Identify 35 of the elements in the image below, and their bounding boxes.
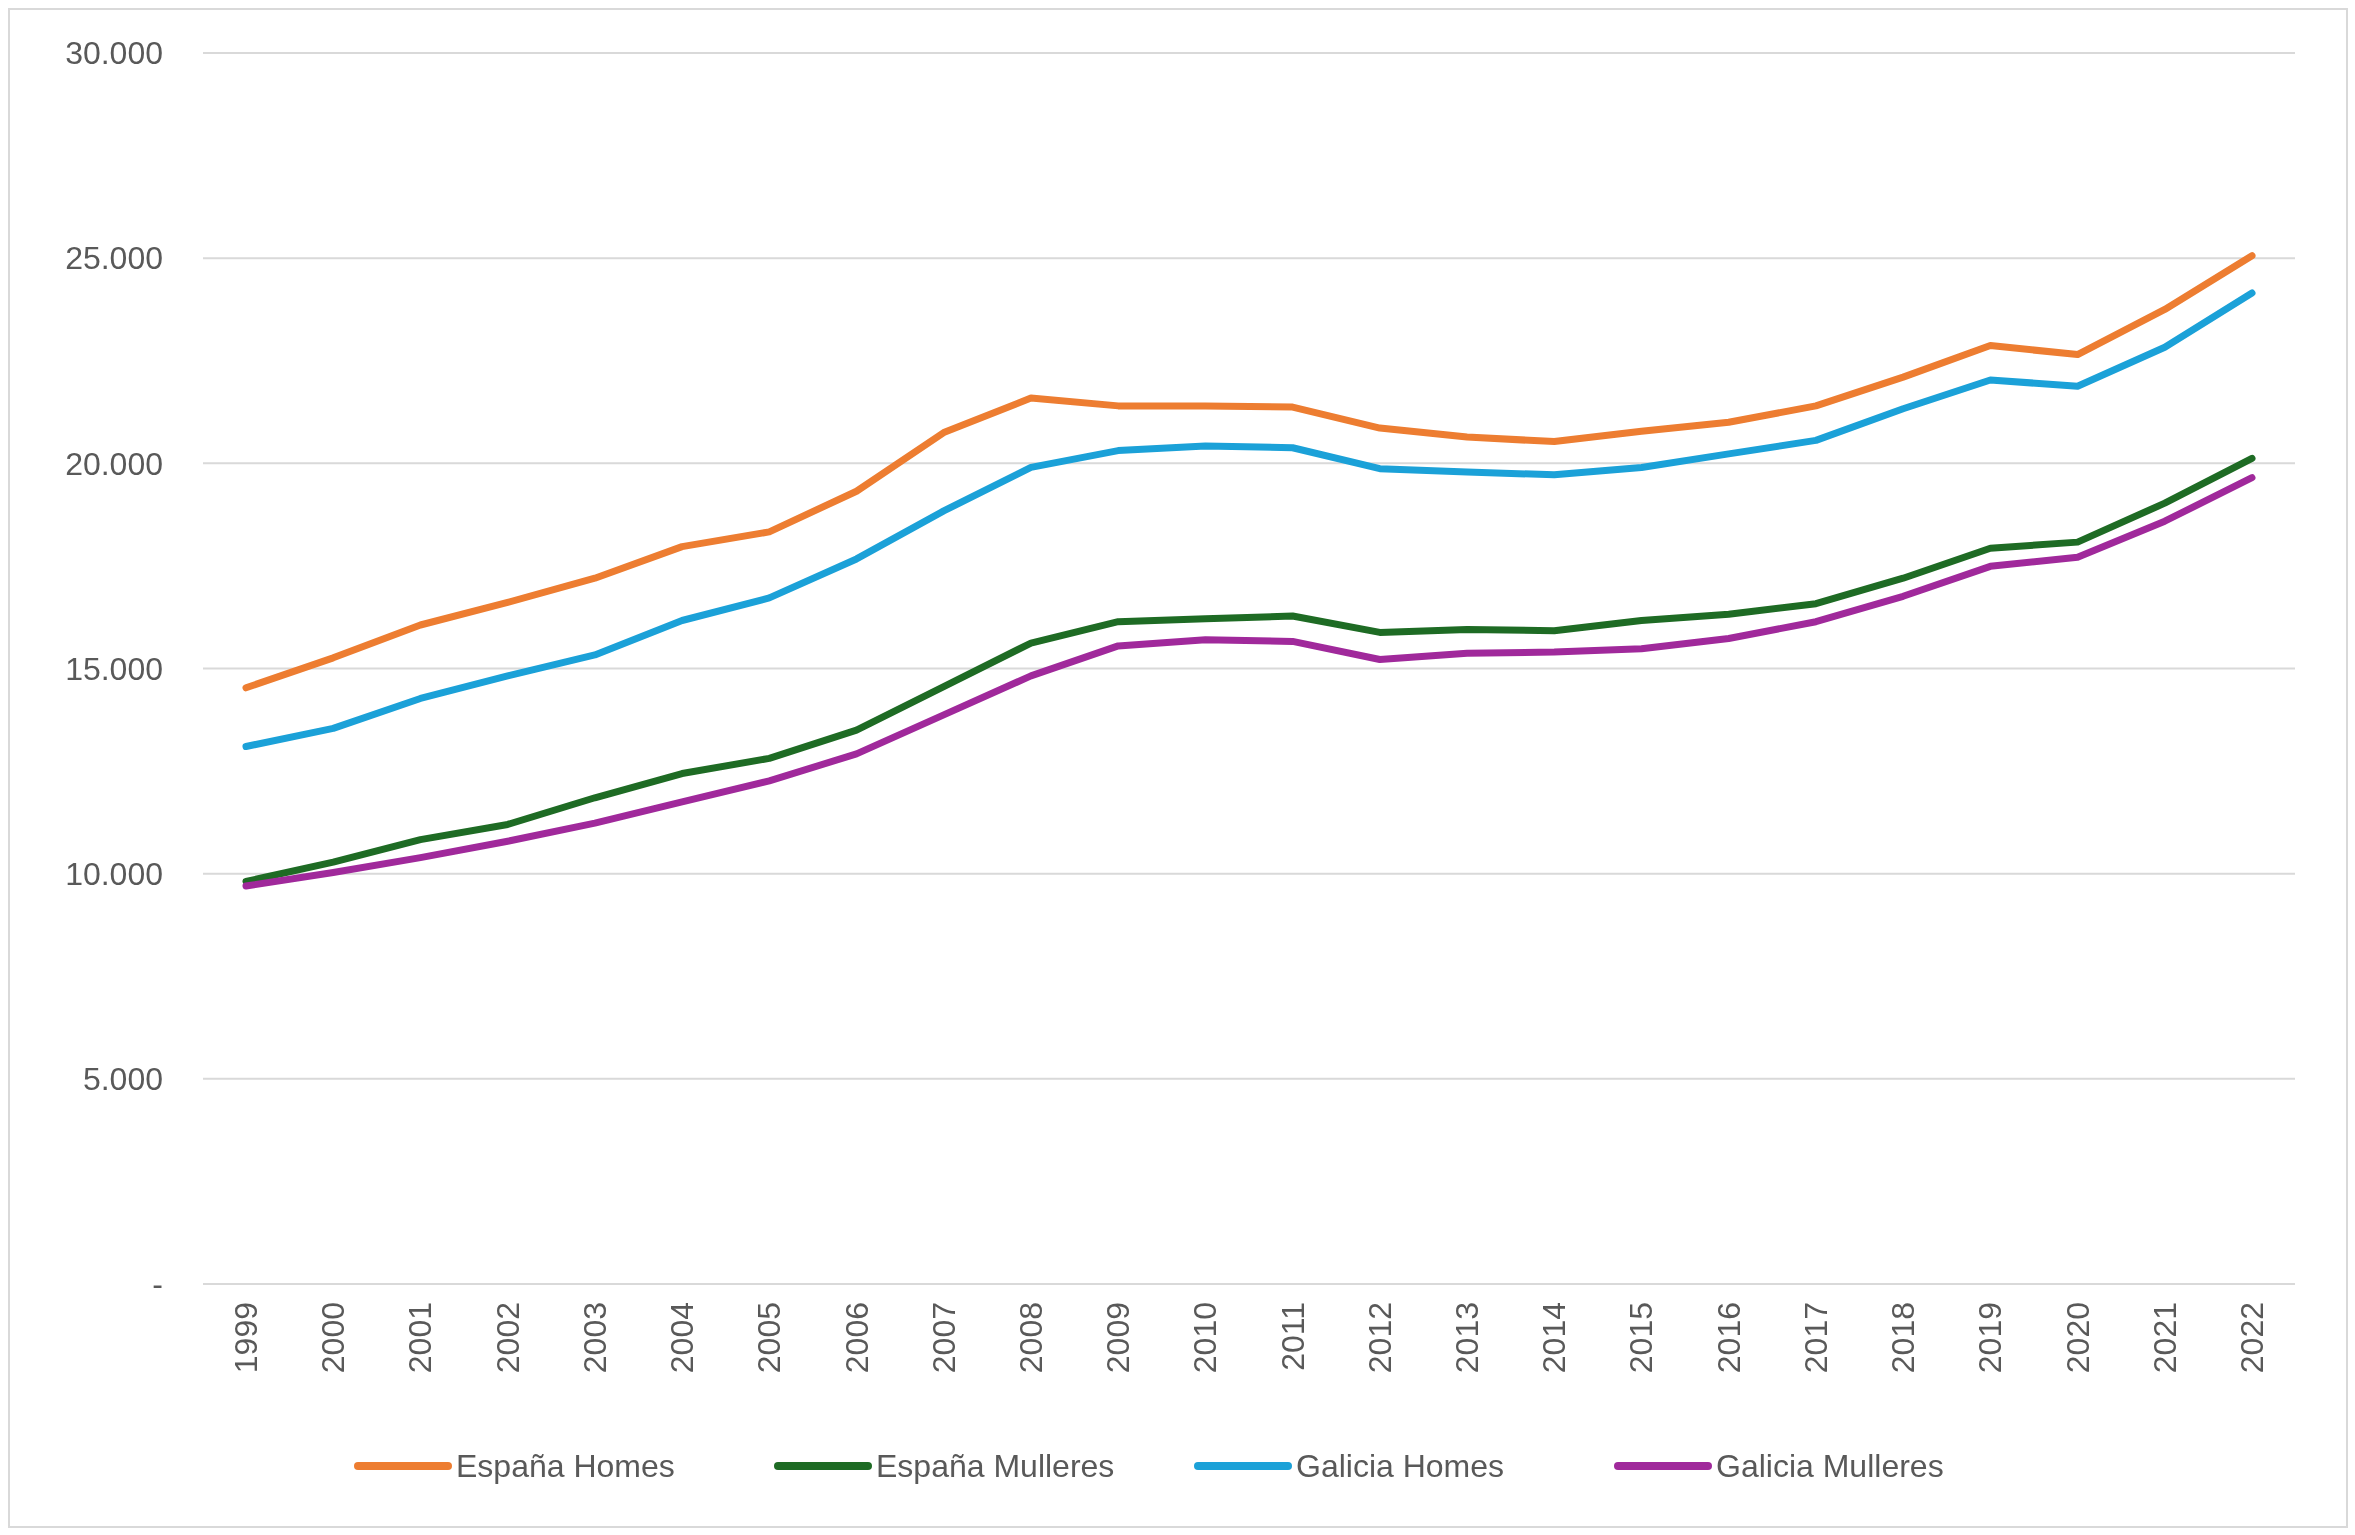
x-tick-label: 2016 (1710, 1302, 1747, 1374)
x-tick-label: 2012 (1361, 1302, 1398, 1374)
x-tick-label: 2007 (925, 1302, 962, 1374)
y-tick-label: 30.000 (65, 35, 163, 72)
y-tick-label: 5.000 (82, 1061, 163, 1098)
legend-label: España Homes (456, 1448, 675, 1485)
y-tick-label: 25.000 (65, 240, 163, 277)
x-tick-label: 2002 (489, 1302, 526, 1374)
x-tick-label: 2009 (1100, 1302, 1137, 1374)
legend-label: Galicia Mulleres (1716, 1448, 1944, 1485)
x-tick-label: 2020 (2059, 1302, 2096, 1374)
y-tick-label: 10.000 (65, 855, 163, 892)
x-tick-label: 2000 (315, 1302, 352, 1374)
x-tick-label: 2019 (1972, 1302, 2009, 1374)
legend-label: Galicia Homes (1296, 1448, 1505, 1485)
x-tick-label: 2014 (1536, 1302, 1573, 1374)
x-tick-label: 2006 (838, 1302, 875, 1374)
x-tick-label: 2022 (2234, 1302, 2270, 1374)
x-tick-label: 2001 (402, 1302, 439, 1374)
x-tick-label: 2021 (2146, 1302, 2183, 1374)
y-tick-label: - (152, 1266, 163, 1303)
x-tick-label: 1999 (228, 1302, 264, 1374)
x-tick-label: 2004 (664, 1302, 701, 1374)
x-tick-label: 2017 (1797, 1302, 1834, 1374)
y-tick-label: 20.000 (65, 445, 163, 482)
x-tick-label: 2003 (576, 1302, 613, 1374)
x-tick-label: 2008 (1012, 1302, 1049, 1374)
x-tick-label: 2010 (1187, 1302, 1224, 1374)
legend-label: España Mulleres (876, 1448, 1115, 1485)
x-tick-label: 2011 (1274, 1302, 1311, 1371)
x-tick-label: 2018 (1885, 1302, 1922, 1374)
y-tick-label: 15.000 (65, 650, 163, 687)
x-tick-label: 2013 (1449, 1302, 1486, 1374)
x-tick-label: 2015 (1623, 1302, 1660, 1374)
x-tick-label: 2005 (751, 1302, 788, 1374)
